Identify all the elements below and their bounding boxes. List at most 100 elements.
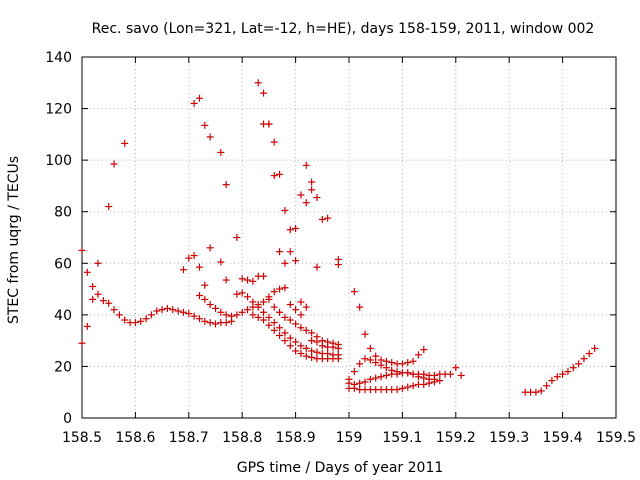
data-point — [254, 303, 262, 311]
data-point — [430, 378, 438, 386]
data-point — [115, 311, 123, 319]
data-point — [265, 293, 273, 301]
data-point — [420, 346, 428, 354]
data-point — [313, 263, 321, 271]
data-point — [302, 161, 310, 169]
data-point — [206, 301, 214, 309]
data-point — [308, 337, 316, 345]
data-point — [238, 275, 246, 283]
x-tick-label: 159.3 — [489, 430, 529, 446]
data-point — [446, 370, 454, 378]
data-point — [361, 355, 369, 363]
data-point — [313, 194, 321, 202]
data-point — [222, 181, 230, 189]
data-point — [292, 320, 300, 328]
x-tick-label: 159.1 — [382, 430, 422, 446]
data-point — [292, 347, 300, 355]
data-point — [308, 186, 316, 194]
data-point — [201, 295, 209, 303]
data-point — [158, 306, 166, 314]
data-point — [409, 357, 417, 365]
data-point — [398, 384, 406, 392]
data-point — [212, 320, 219, 328]
data-point — [537, 387, 545, 395]
data-point — [83, 268, 91, 276]
data-point — [238, 308, 246, 316]
data-point — [270, 326, 278, 334]
data-point — [356, 360, 364, 368]
data-point — [153, 307, 161, 315]
data-point — [569, 364, 577, 372]
data-point — [361, 330, 369, 338]
data-point — [350, 384, 358, 392]
data-point — [94, 259, 102, 267]
y-tick-label: 140 — [45, 50, 72, 66]
data-point — [147, 311, 155, 319]
data-point — [372, 352, 380, 360]
data-point — [254, 79, 262, 87]
x-tick-label: 158.8 — [222, 430, 262, 446]
data-point — [260, 316, 268, 324]
data-point — [281, 206, 289, 214]
data-point — [580, 355, 588, 363]
data-point — [249, 298, 257, 306]
data-point — [302, 344, 310, 352]
data-point — [99, 297, 107, 305]
data-point — [142, 315, 150, 323]
data-point — [276, 248, 284, 256]
data-point — [292, 306, 300, 314]
data-point — [89, 282, 97, 290]
data-point — [265, 321, 273, 329]
data-point — [308, 178, 316, 186]
data-point — [393, 370, 401, 378]
data-point — [270, 288, 278, 296]
data-point — [302, 303, 310, 311]
data-point — [276, 308, 284, 316]
data-point — [206, 133, 214, 141]
data-point — [302, 352, 310, 360]
data-point — [105, 203, 113, 211]
data-point — [179, 266, 187, 274]
y-tick-label: 20 — [54, 359, 72, 375]
data-point — [302, 326, 310, 334]
data-point — [286, 316, 294, 324]
x-tick-label: 159.2 — [436, 430, 476, 446]
data-point — [265, 313, 273, 321]
data-point — [404, 369, 412, 377]
data-point — [281, 259, 289, 267]
data-point — [361, 378, 369, 386]
data-point — [382, 371, 390, 379]
data-point — [297, 311, 305, 319]
data-point — [217, 308, 225, 316]
data-point — [228, 312, 236, 320]
data-point — [276, 285, 284, 293]
data-point — [265, 120, 273, 128]
data-point — [297, 324, 305, 332]
data-point — [297, 342, 305, 350]
data-points — [78, 79, 599, 396]
data-point — [404, 383, 412, 391]
data-point — [185, 254, 193, 262]
data-point — [366, 375, 374, 383]
data-point — [350, 288, 358, 296]
data-point — [286, 301, 294, 309]
data-point — [190, 252, 198, 260]
data-point — [276, 170, 284, 178]
data-point — [559, 370, 567, 378]
data-point — [195, 315, 203, 323]
y-tick-label: 100 — [45, 153, 72, 169]
data-point — [377, 361, 385, 369]
data-point — [308, 347, 316, 355]
data-point — [334, 355, 342, 363]
axis-ticks: 158.5 158.6 158.7 158.8 158.9 159 159.1 159.2 15… — [45, 50, 636, 446]
data-point — [222, 319, 230, 327]
data-point — [350, 368, 358, 376]
x-axis-label: GPS time / Days of year 2011 — [237, 460, 444, 476]
grid — [82, 57, 616, 418]
data-point — [356, 303, 364, 311]
y-tick-label: 120 — [45, 102, 72, 118]
data-point — [382, 357, 390, 365]
data-point — [276, 324, 284, 332]
y-tick-label: 80 — [54, 205, 72, 221]
